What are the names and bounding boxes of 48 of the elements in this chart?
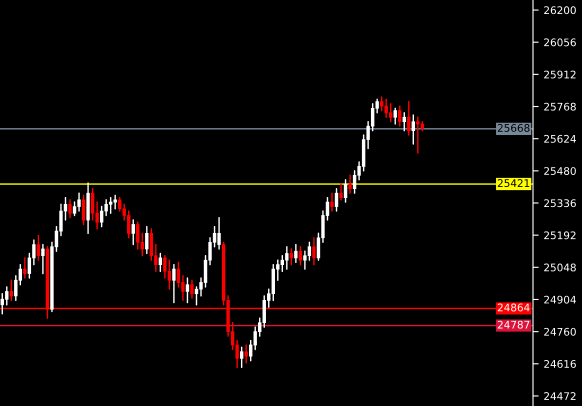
candlestick <box>348 174 352 194</box>
ref-line-label: 25421 <box>498 179 530 188</box>
candlestick <box>312 237 316 266</box>
y-tick-label: 25336 <box>544 199 576 208</box>
candlestick <box>10 280 13 302</box>
candlestick <box>150 228 154 261</box>
candlestick <box>23 257 27 279</box>
candlestick <box>394 108 397 125</box>
candlestick <box>176 262 180 288</box>
y-tick-label: 24472 <box>544 392 576 400</box>
candlestick <box>303 250 307 270</box>
candlestick <box>294 244 298 264</box>
candlestick <box>163 255 167 279</box>
candlestick <box>41 244 45 274</box>
ref-line-label: 24864 <box>498 304 530 312</box>
candlestick <box>72 201 76 216</box>
y-tick-label: 24760 <box>544 328 576 336</box>
y-tick-label: 25048 <box>544 264 576 272</box>
candlestick <box>398 105 402 127</box>
y-tick-label: 25192 <box>544 231 576 240</box>
ref-line-label: 24787 <box>498 320 530 329</box>
y-tick-label: 25624 <box>544 134 576 143</box>
candlestick <box>416 116 420 154</box>
candlestick <box>244 344 248 364</box>
candlestick <box>412 114 416 145</box>
y-tick-label: 26056 <box>544 38 576 46</box>
candlestick <box>77 192 81 212</box>
candlestick <box>113 194 117 210</box>
candlestick <box>217 217 221 250</box>
y-tick-label: 25912 <box>544 70 576 78</box>
candlestick <box>298 246 302 266</box>
candlestick <box>158 252 162 272</box>
y-tick-label: 25480 <box>544 167 576 175</box>
candlestick <box>82 194 86 226</box>
candlestick <box>36 234 40 261</box>
y-tick-label: 24904 <box>544 296 576 304</box>
y-tick-label: 24616 <box>544 360 576 368</box>
candlestick <box>145 226 149 254</box>
y-tick-label: 25768 <box>544 102 576 111</box>
candlestick <box>172 264 176 304</box>
candlestick <box>240 346 244 368</box>
candlestick <box>290 248 294 266</box>
candlestick <box>186 277 190 304</box>
ref-line-label: 25668 <box>498 124 530 132</box>
y-tick-label: 26200 <box>544 6 576 14</box>
candlestick <box>407 100 410 136</box>
candlestick <box>402 112 406 132</box>
candlestick <box>132 219 135 246</box>
